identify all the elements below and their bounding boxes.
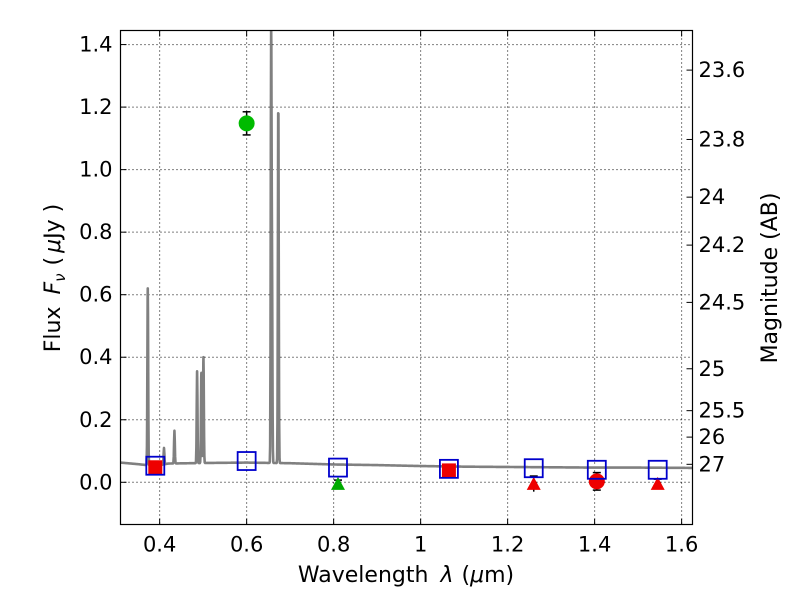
observed-point [238,115,255,132]
y2-tick-label: 23.8 [699,127,746,151]
model-photometry-point [439,458,459,479]
y2-tick-label: 24.2 [699,233,746,257]
y-tick-label: 1.4 [79,33,112,57]
y2-tick-label: 24 [699,185,726,209]
y2-axis-title: Magnitude (AB) [758,193,783,364]
y-axis-title: FluxFν(μJy ) [41,204,69,352]
y-tick-label: 0.6 [79,283,112,307]
y-tick-label: 0.8 [79,220,112,244]
x-tick-label: 0.8 [317,533,350,557]
model-photometry-point [145,455,166,476]
x-tick-label: 1 [414,533,427,557]
y-tick-label: 1.0 [79,158,112,182]
y2-tick-label: 27 [699,452,726,476]
y2-tick-label: 25.5 [699,399,746,423]
y-tick-label: 0.2 [79,408,112,432]
x-axis-title: Wavelength λ (μm) [298,563,514,588]
observed-point [588,473,605,490]
x-tick-label: 1.2 [491,533,524,557]
x-tick-label: 1.6 [665,533,698,557]
y2-tick-label: 23.6 [699,58,746,82]
upper-limit-marker [650,476,665,490]
x-tick-label: 1.4 [578,533,611,557]
model-photometry-point [328,457,348,478]
x-axis: 0.4 0.6 0.8 1 1.2 1.4 1.6 [143,30,698,557]
y-tick-label: 0.0 [79,470,112,494]
y2-tick-label: 24.5 [699,290,746,314]
upper-limit-marker [526,476,541,490]
model-photometry-point [586,459,607,480]
y2-tick-label: 26 [699,425,726,449]
x-tick-label: 0.6 [230,533,263,557]
observed-point [148,460,163,475]
model-spectrum-line [120,30,693,470]
model-photometry-point [647,459,668,480]
plot-area [120,30,693,492]
x-tick-label: 0.4 [143,533,176,557]
y-axis: 0.0 0.2 0.4 0.6 0.8 1.0 1.2 1.4 [79,33,127,494]
grid [120,30,693,525]
y2-tick-label: 25 [699,357,726,381]
model-photometry-point [523,458,544,479]
upper-limit-marker [330,476,345,490]
y2-axis: 23.6 23.8 24 24.2 24.5 25 25.526 27 [686,58,746,476]
y-tick-label: 1.2 [79,95,112,119]
plot-frame [119,29,694,526]
observed-point [441,463,456,478]
model-photometry-point [236,451,257,471]
y-tick-label: 0.4 [79,345,112,369]
